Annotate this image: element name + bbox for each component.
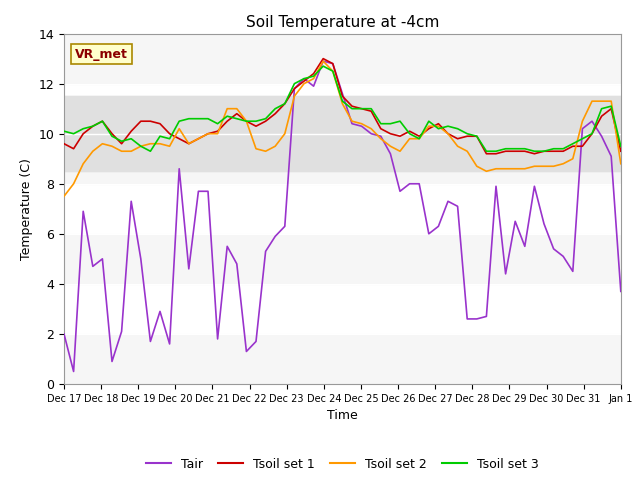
Bar [64,96,621,171]
X-axis label: Time: Time [327,409,358,422]
Bar [64,234,621,284]
Legend: Tair, Tsoil set 1, Tsoil set 2, Tsoil set 3: Tair, Tsoil set 1, Tsoil set 2, Tsoil se… [141,453,543,476]
Text: VR_met: VR_met [75,48,128,60]
Bar [64,184,621,234]
Bar [64,134,621,184]
Title: Soil Temperature at -4cm: Soil Temperature at -4cm [246,15,439,30]
Bar [64,84,621,134]
Y-axis label: Temperature (C): Temperature (C) [20,158,33,260]
Bar [64,284,621,334]
Bar [64,334,621,384]
Bar [64,34,621,84]
Bar [64,96,621,171]
